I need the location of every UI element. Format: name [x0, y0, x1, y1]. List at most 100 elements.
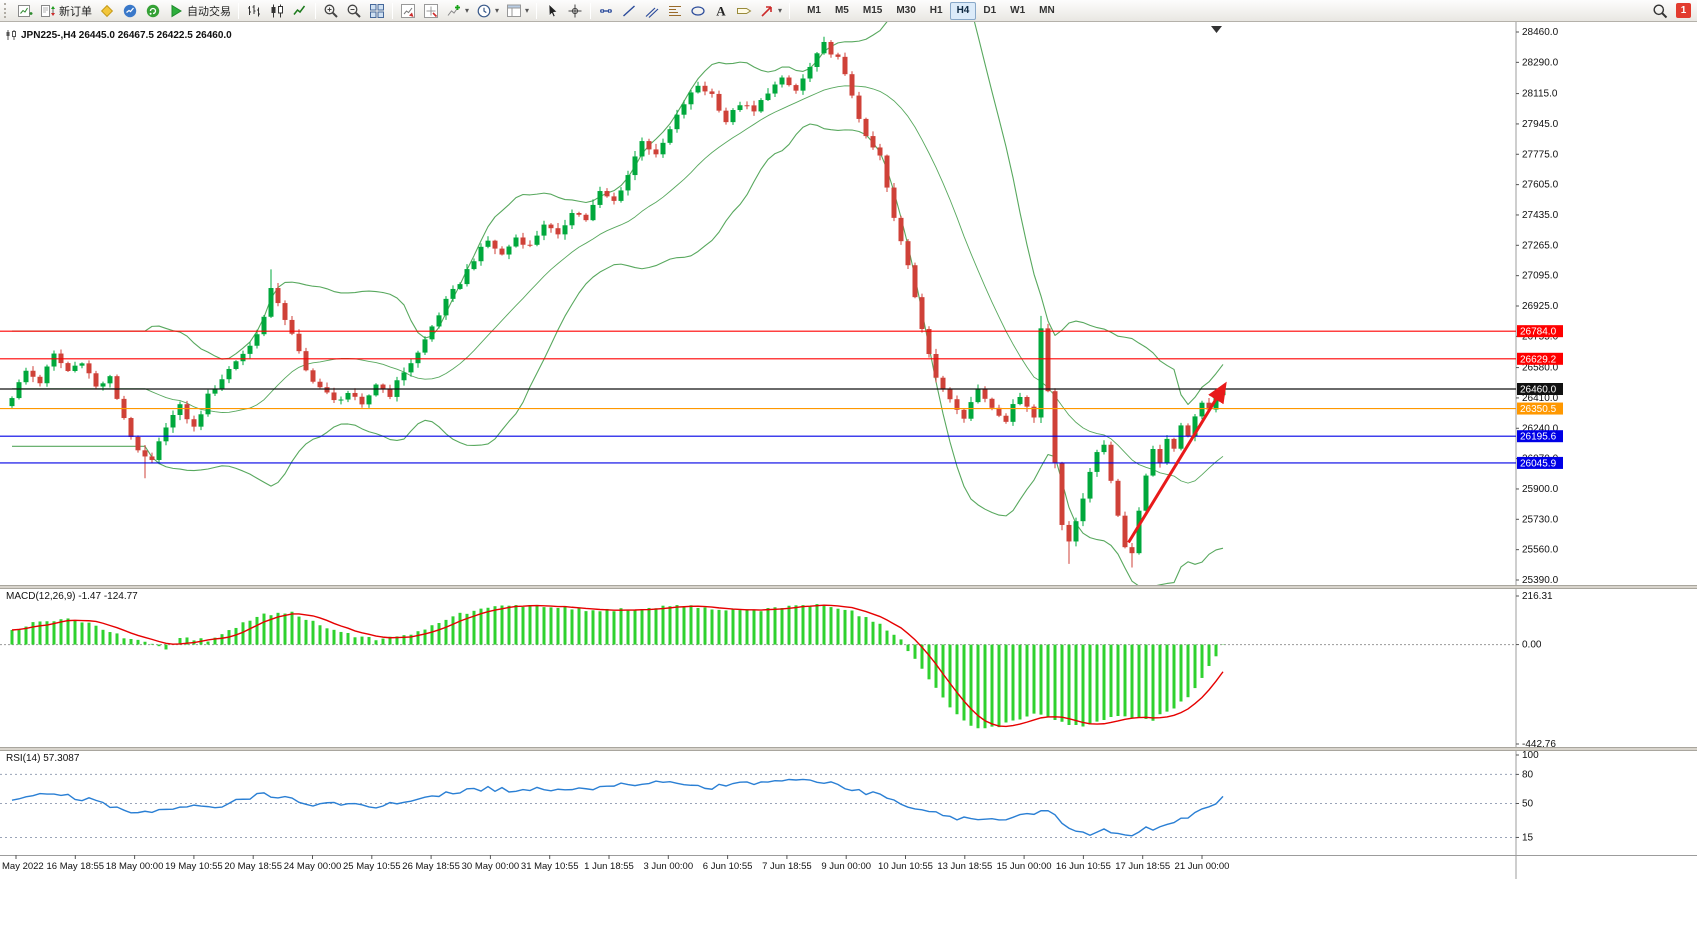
rsi-line	[11, 778, 1224, 837]
svg-text:3 Jun 00:00: 3 Jun 00:00	[643, 861, 693, 872]
community-button[interactable]	[142, 1, 164, 21]
svg-text:26784.0: 26784.0	[1520, 327, 1557, 338]
svg-text:25730.0: 25730.0	[1522, 514, 1559, 525]
tile-windows-button[interactable]	[366, 1, 388, 21]
zoom-in-button[interactable]	[320, 1, 342, 21]
trend-arrow[interactable]	[1127, 381, 1227, 544]
dropdown-caret-icon[interactable]: ▾	[465, 5, 470, 15]
bollinger-lower	[12, 123, 1224, 585]
svg-text:26045.9: 26045.9	[1520, 458, 1557, 469]
timeframe-toolbar: M1 M5 M15 M30 H1 H4 D1 W1 MN	[800, 1, 1062, 20]
svg-text:15: 15	[1522, 832, 1534, 843]
toolbar-right: 1	[1649, 1, 1694, 21]
periods-button[interactable]: ▾	[473, 1, 502, 21]
market-watch-button[interactable]	[119, 1, 141, 21]
metaeditor-button[interactable]	[96, 1, 118, 21]
arrange-up-button[interactable]	[397, 1, 419, 21]
time-axis[interactable]: May 2022 16 May 18:55 18 May 00:00 19 May 1…	[2, 855, 1229, 872]
bar-chart-button[interactable]	[243, 1, 265, 21]
text-label-icon	[736, 3, 752, 19]
arrows-button[interactable]: ▾	[756, 1, 785, 21]
chart-window[interactable]: 28460.0 28290.0 28115.0 27945.0 27775.0 27605…	[0, 22, 1697, 944]
horizontal-line-button[interactable]	[595, 1, 617, 21]
trendline-button[interactable]	[618, 1, 640, 21]
svg-text:27605.0: 27605.0	[1522, 180, 1559, 191]
new-order-label: 新订单	[59, 5, 92, 18]
svg-text:A: A	[716, 3, 726, 18]
shapes-button[interactable]	[687, 1, 709, 21]
svg-text:6 Jun 10:55: 6 Jun 10:55	[703, 861, 753, 872]
dropdown-caret-icon[interactable]: ▾	[778, 5, 783, 15]
text-button[interactable]: A	[710, 1, 732, 21]
toolbar-separator	[590, 2, 592, 19]
timeframe-m1-button[interactable]: M1	[807, 5, 821, 16]
svg-text:-442.76: -442.76	[1522, 739, 1556, 750]
autotrading-label: 自动交易	[187, 5, 231, 18]
svg-text:26629.2: 26629.2	[1520, 354, 1557, 365]
crosshair-icon	[567, 3, 583, 19]
new-order-button[interactable]: 新订单	[37, 1, 95, 21]
price-tag-26784.0: 26784.0	[1517, 325, 1563, 338]
dropdown-caret-icon[interactable]: ▾	[525, 5, 530, 15]
line-chart-button[interactable]	[289, 1, 311, 21]
svg-text:27945.0: 27945.0	[1522, 119, 1559, 130]
fibonacci-icon	[667, 3, 683, 19]
zoom-in-icon	[323, 3, 339, 19]
arrange-up-icon	[400, 3, 416, 19]
add-indicator-button[interactable]: ▾	[443, 1, 472, 21]
timeframe-d1-button[interactable]: D1	[983, 5, 997, 16]
horizontal-line-icon	[598, 3, 614, 19]
timeframe-mn-button[interactable]: MN	[1039, 5, 1055, 16]
macd-signal-line	[11, 604, 1224, 728]
panel-splitter-2[interactable]	[0, 747, 1697, 751]
search-icon[interactable]	[1649, 1, 1671, 21]
fibonacci-button[interactable]	[664, 1, 686, 21]
crosshair-button[interactable]	[564, 1, 586, 21]
svg-text:19 May 10:55: 19 May 10:55	[165, 861, 223, 872]
svg-text:28115.0: 28115.0	[1522, 89, 1558, 100]
templates-button[interactable]: ▾	[503, 1, 532, 21]
svg-text:10 Jun 10:55: 10 Jun 10:55	[878, 861, 933, 872]
price-chart[interactable]: 28460.0 28290.0 28115.0 27945.0 27775.0 27605…	[0, 22, 1697, 944]
dropdown-caret-icon[interactable]: ▾	[495, 5, 500, 15]
svg-text:26580.0: 26580.0	[1522, 363, 1559, 374]
timeframe-w1-button[interactable]: W1	[1010, 5, 1026, 16]
svg-text:100: 100	[1522, 750, 1539, 761]
arrange-track-button[interactable]	[420, 1, 442, 21]
price-tag-26629.2: 26629.2	[1517, 352, 1563, 365]
timeframe-m5-button[interactable]: M5	[834, 5, 849, 16]
chart-shift-marker[interactable]	[1211, 26, 1222, 33]
svg-text:25900.0: 25900.0	[1522, 484, 1559, 495]
zoom-out-icon	[346, 3, 362, 19]
timeframe-h1-button[interactable]: H1	[929, 5, 943, 16]
timeframe-m30-button[interactable]: M30	[896, 5, 916, 16]
price-tag-26045.9: 26045.9	[1517, 456, 1563, 469]
bollinger-middle	[12, 85, 1224, 484]
price-tag-26350.5: 26350.5	[1517, 402, 1563, 415]
text-label-button[interactable]	[733, 1, 755, 21]
svg-text:27435.0: 27435.0	[1522, 210, 1559, 221]
toolbar-grip[interactable]	[4, 3, 9, 18]
timeframe-m15-button[interactable]: M15	[862, 5, 883, 16]
svg-text:25 May 10:55: 25 May 10:55	[343, 861, 401, 872]
toolbar-separator	[392, 2, 393, 19]
svg-text:27265.0: 27265.0	[1522, 240, 1559, 251]
autotrading-button[interactable]: 自动交易	[165, 1, 234, 21]
panel-splitter-1[interactable]	[0, 585, 1697, 589]
templates-icon	[506, 3, 522, 19]
notification-badge[interactable]: 1	[1676, 3, 1691, 18]
timeframe-h4-button[interactable]: H4	[949, 1, 977, 20]
tile-windows-icon	[369, 3, 385, 19]
svg-text:24 May 00:00: 24 May 00:00	[284, 861, 342, 872]
svg-text:50: 50	[1522, 799, 1534, 810]
zoom-out-button[interactable]	[343, 1, 365, 21]
bollinger-upper	[12, 22, 1224, 406]
price-scale[interactable]: 28460.0 28290.0 28115.0 27945.0 27775.0 27605…	[1516, 27, 1563, 843]
candle-chart-button[interactable]	[266, 1, 288, 21]
new-chart-button[interactable]	[14, 1, 36, 21]
channel-button[interactable]	[641, 1, 663, 21]
svg-text:26 May 18:55: 26 May 18:55	[402, 861, 460, 872]
cursor-button[interactable]	[541, 1, 563, 21]
text-icon: A	[713, 3, 729, 19]
